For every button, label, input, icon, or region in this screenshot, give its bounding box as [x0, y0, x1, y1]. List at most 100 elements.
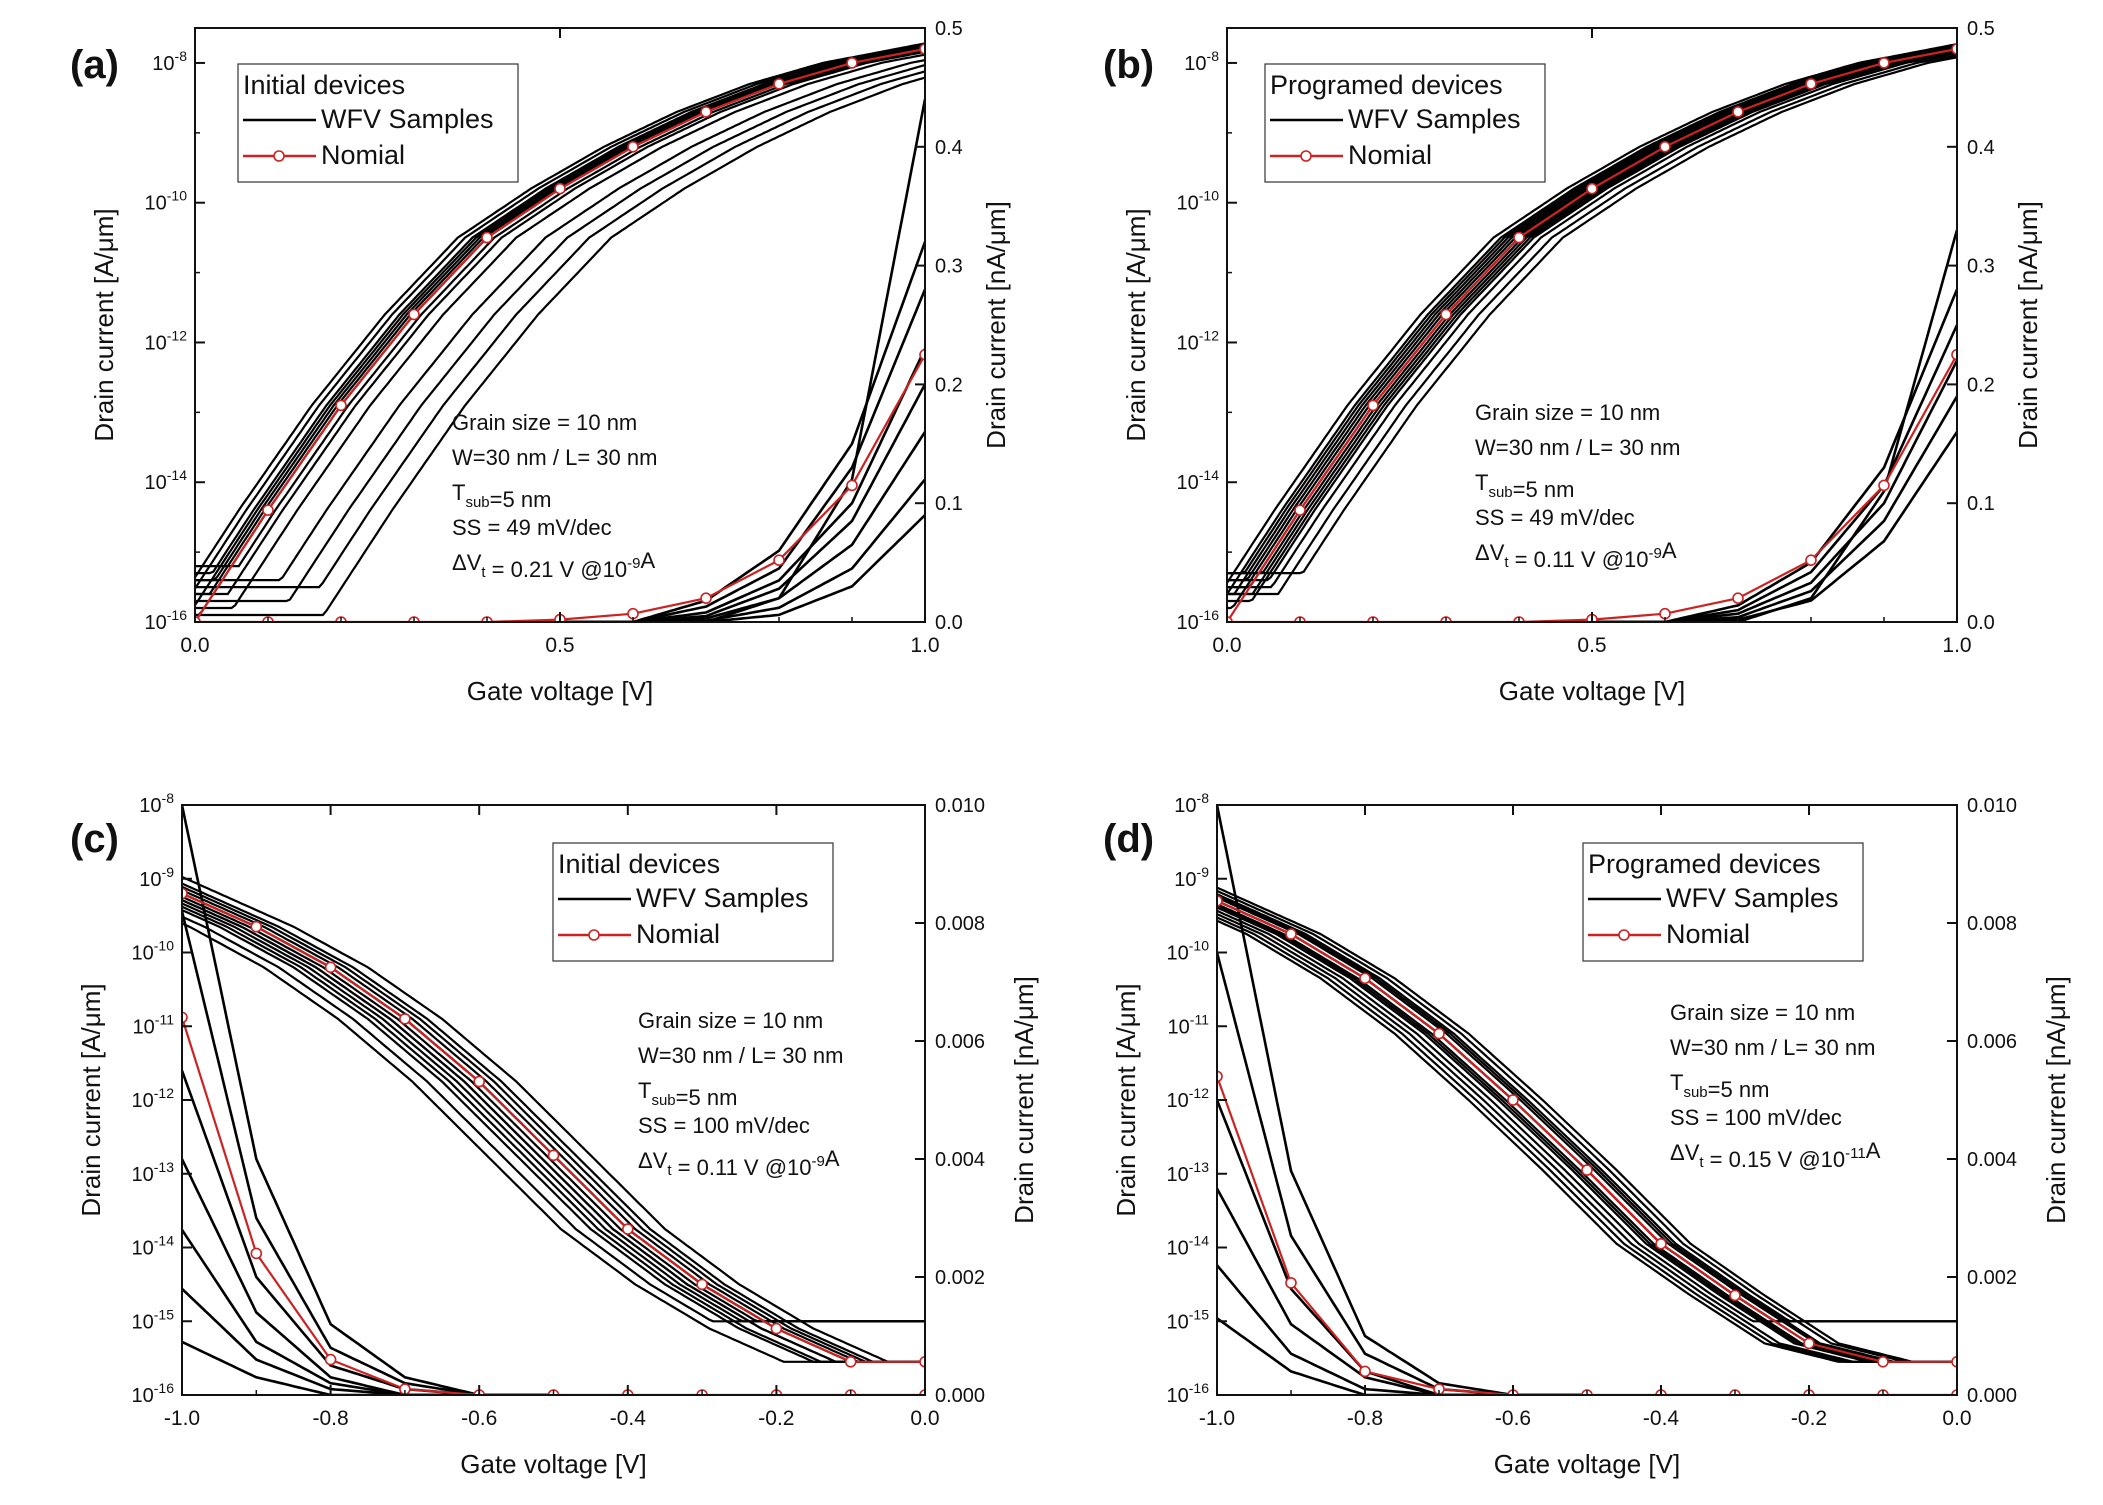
wfv-sample-line — [182, 915, 925, 1323]
y-tick-label-left: 10-8 — [1184, 48, 1219, 75]
wfv-sample-line — [182, 885, 925, 1363]
nominal-point — [770, 1322, 783, 1335]
wfv-sample-line — [182, 899, 925, 1363]
wfv-sample-line — [195, 59, 925, 582]
wfv-sample-linear-line — [1217, 805, 1587, 1395]
nominal-point — [846, 479, 858, 492]
legend-entry-label: WFV Samples — [321, 104, 494, 134]
wfv-sample-linear-line — [560, 431, 925, 622]
nominal-point — [1729, 1289, 1741, 1302]
y-tick-label-left: 10-15 — [132, 1306, 175, 1333]
legend-box — [1582, 842, 1864, 962]
nominal-point — [182, 1011, 188, 1024]
nominal-point — [844, 1356, 857, 1368]
nominal-point — [1951, 1356, 1957, 1368]
y-tick-label-right: 0.010 — [935, 795, 985, 817]
wfv-sample-linear-line — [1217, 1187, 1587, 1395]
annotation-line: Grain size = 10 nm — [452, 410, 637, 435]
x-axis-title: Gate voltage [V] — [1499, 676, 1685, 706]
nominal-point — [399, 1013, 411, 1025]
nominal-point — [182, 887, 188, 900]
x-tick-label: 0.0 — [1942, 1407, 1971, 1430]
wfv-sample-linear-line — [1592, 324, 1957, 622]
nominal-point — [1507, 1094, 1519, 1106]
plot-area — [182, 805, 925, 1395]
x-tick-label: 1.0 — [910, 634, 939, 657]
legend-box — [552, 842, 834, 962]
nominal-point — [1227, 616, 1233, 622]
nominal-point — [919, 1389, 925, 1395]
y-tick-label-left: 10-16 — [132, 1380, 175, 1407]
nominal-point — [324, 1353, 337, 1366]
x-axis-title: Gate voltage [V] — [1494, 1449, 1680, 1479]
y-tick-label-right: 0.2 — [935, 374, 963, 396]
x-tick-label: -0.4 — [610, 1407, 647, 1430]
annotation-line: ΔVt = 0.21 V @10-9A — [452, 548, 655, 582]
panel-label: (b) — [1103, 43, 1154, 87]
y-tick-label-left: 10-8 — [1174, 790, 1209, 817]
y-axis-title-right: Drain current [nA/μm] — [1009, 976, 1039, 1224]
y-tick-label-left: 10-14 — [145, 467, 188, 494]
nominal-point — [547, 1149, 560, 1162]
nominal-point — [1732, 106, 1744, 118]
wfv-sample-line — [182, 882, 925, 1363]
x-tick-label: -0.4 — [1643, 1407, 1680, 1430]
y-tick-label-right: 0.2 — [1967, 374, 1995, 396]
wfv-sample-linear-line — [560, 288, 925, 622]
y-axis-title-left: Drain current [A/μm] — [76, 983, 106, 1216]
wfv-sample-linear-line — [182, 1340, 554, 1395]
wfv-sample-line — [1227, 54, 1957, 596]
y-tick-label-right: 0.002 — [935, 1267, 985, 1289]
wfv-sample-linear-line — [1217, 952, 1587, 1395]
y-tick-label-left: 10-12 — [132, 1085, 175, 1112]
nominal-point — [1359, 972, 1371, 985]
y-tick-label-left: 10-16 — [145, 607, 188, 634]
chart-panel-d: -1.0 -0.8 -0.6 -0.4 -0.2 0.0 10-16 10-15 10-14 10… — [1103, 790, 2071, 1479]
y-tick-label-right: 0.008 — [935, 913, 985, 935]
nominal-point — [1878, 479, 1890, 492]
legend-title: Programed devices — [1270, 70, 1503, 100]
y-tick-label-left: 10-8 — [152, 48, 187, 75]
wfv-sample-line — [182, 909, 925, 1363]
annotation-line: SS = 49 mV/dec — [452, 515, 612, 540]
legend-entry-label: Nomial — [1348, 140, 1432, 170]
y-tick-label-left: 10-10 — [1177, 188, 1220, 215]
nominal-point — [773, 554, 785, 567]
wfv-sample-linear-line — [1592, 431, 1957, 622]
nominal-point — [335, 399, 347, 412]
x-tick-label: -0.2 — [758, 1407, 794, 1430]
wfv-sample-linear-line — [1217, 1317, 1587, 1395]
nominal-point — [473, 1075, 486, 1088]
nominal-point — [627, 141, 639, 153]
y-tick-label-left: 10-9 — [1174, 864, 1209, 891]
y-tick-label-left: 10-10 — [145, 188, 188, 215]
wfv-sample-linear-line — [182, 1158, 554, 1395]
wfv-sample-line — [1217, 906, 1957, 1363]
legend: Initial devices WFV Samples Nomial — [237, 63, 519, 183]
legend-entry-label: Nomial — [1666, 919, 1750, 949]
annotation-line: Tsub=5 nm — [452, 480, 551, 512]
nominal-point — [1367, 399, 1379, 412]
nominal-point — [919, 1356, 925, 1368]
legend-entry-label: Nomial — [321, 140, 405, 170]
x-tick-label: 0.5 — [1577, 634, 1606, 657]
nominal-point — [700, 106, 712, 118]
wfv-sample-linear-line — [1592, 395, 1957, 622]
wfv-sample-linear-line — [560, 348, 925, 622]
nominal-line — [1217, 1076, 1957, 1395]
wfv-sample-line — [1217, 919, 1957, 1363]
wfv-sample-line — [1227, 56, 1957, 575]
nominal-point — [1951, 348, 1957, 361]
nominal-point — [1285, 1277, 1297, 1289]
annotation-line: Tsub=5 nm — [1670, 1070, 1769, 1102]
wfv-sample-linear-line — [560, 478, 925, 622]
legend-entry-label: WFV Samples — [1666, 883, 1839, 913]
y-tick-label-right: 0.002 — [1967, 1267, 2017, 1289]
x-tick-label: 0.0 — [1212, 634, 1241, 657]
y-tick-label-right: 0.4 — [1967, 137, 1995, 159]
y-tick-label-right: 0.008 — [1967, 913, 2017, 935]
y-tick-label-left: 10-12 — [145, 327, 188, 354]
nominal-point — [1805, 554, 1817, 567]
wfv-sample-line — [195, 42, 925, 578]
